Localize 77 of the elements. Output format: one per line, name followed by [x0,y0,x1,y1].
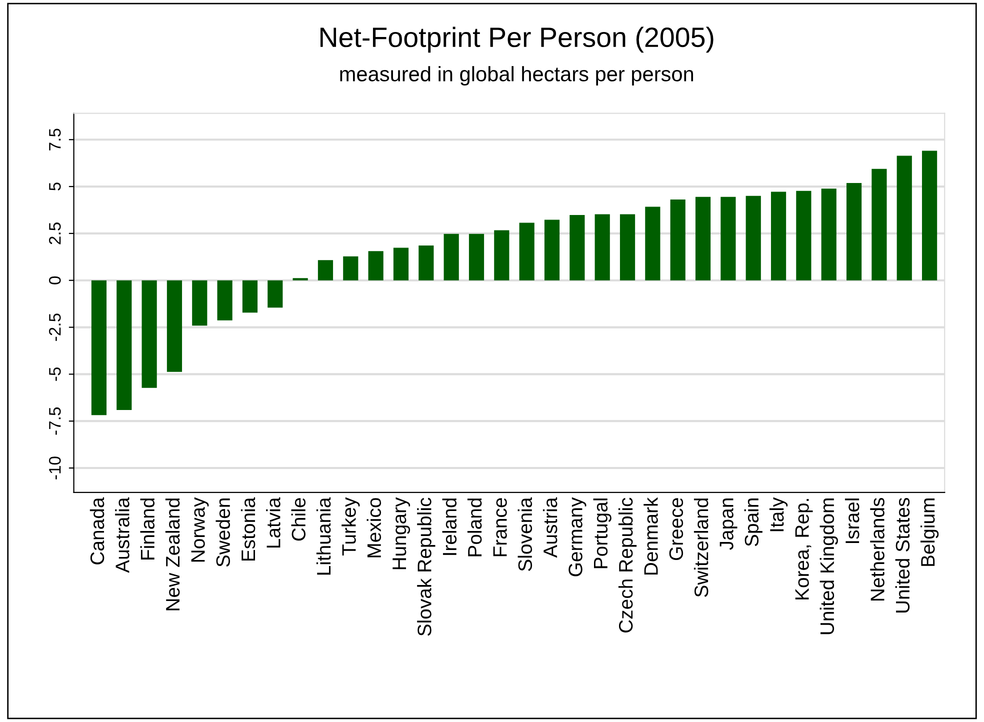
x-tick-label: Italy [769,497,788,532]
x-tick-label: Slovenia [518,497,532,571]
x-tick-label: United Kingdom [820,498,838,634]
bar [922,150,938,280]
x-tick-label: Denmark [644,497,658,575]
bar [594,214,610,280]
bar [645,206,660,280]
x-tick-label: France [493,498,507,556]
x-tick-label: Chile [291,498,306,541]
x-tick-label: Spain [744,498,762,546]
x-tick-label: Lithuania [316,497,331,575]
y-tick-label: 0 [48,276,61,284]
y-tick-label: 5 [49,182,61,191]
bar [519,222,534,280]
x-tick-label: Mexico [366,498,382,558]
bar [570,215,585,280]
x-tick-label: Slovak Republic [417,498,436,636]
x-tick-label: New Zealand [165,498,180,610]
bar [242,280,258,313]
x-tick-label: Belgium [920,498,939,566]
y-tick-label: -10 [48,456,61,480]
bar [620,214,636,280]
x-tick-label: Finland [140,498,155,560]
bar [268,280,283,308]
x-tick-label: Germany [568,497,586,576]
y-tick-label: 2.5 [48,222,61,244]
x-tick-label: Norway [191,497,209,562]
bar [142,280,157,388]
bar [821,188,836,280]
bar [318,260,334,280]
y-tick-label: -2.5 [48,314,61,341]
bar [166,280,182,372]
bar [418,245,434,280]
bar [494,230,510,280]
chart-subtitle: measured in global hectars per person [340,66,694,86]
x-tick-label: Hungary [392,497,410,570]
x-tick-label: Czech Republic [618,498,637,632]
bar [770,192,786,280]
bar [796,190,812,280]
x-tick-label: Austria [542,497,558,558]
bar [695,196,711,280]
bar [217,280,232,320]
bar [544,220,560,280]
bar [468,234,484,280]
bar [670,199,686,280]
bar [192,280,208,326]
x-tick-label: United States [895,498,910,612]
x-tick-label: Estonia [240,497,256,561]
chart-title: Net-Footprint Per Person (2005) [320,26,714,53]
x-tick-label: Turkey [342,497,360,556]
bar [343,256,358,280]
y-tick-label: 7.5 [49,128,61,150]
bar [444,234,459,280]
x-tick-label: Israel [844,498,860,544]
x-tick-label: Korea, Rep. [795,499,813,600]
x-tick-label: Japan [720,498,738,550]
x-tick-label: Canada [90,497,104,564]
x-tick-label: Switzerland [694,498,708,597]
x-tick-label: Latvia [266,497,280,548]
x-tick-label: Greece [669,498,684,560]
bar [116,280,132,410]
x-tick-label: Ireland [442,498,457,555]
bar [746,196,761,280]
bar [846,182,862,280]
x-tick-label: Netherlands [870,498,884,601]
bar [368,251,384,280]
bar [91,280,107,416]
x-tick-label: Sweden [216,498,230,567]
bar [393,248,409,280]
x-tick-label: Poland [467,498,482,556]
bar [872,168,887,280]
y-tick-label: -5 [49,367,61,381]
x-tick-label: Australia [115,497,130,573]
x-tick-label: Portugal [593,498,612,568]
bar [720,196,736,280]
bar [896,156,912,280]
y-tick-label: -7.5 [49,407,61,435]
